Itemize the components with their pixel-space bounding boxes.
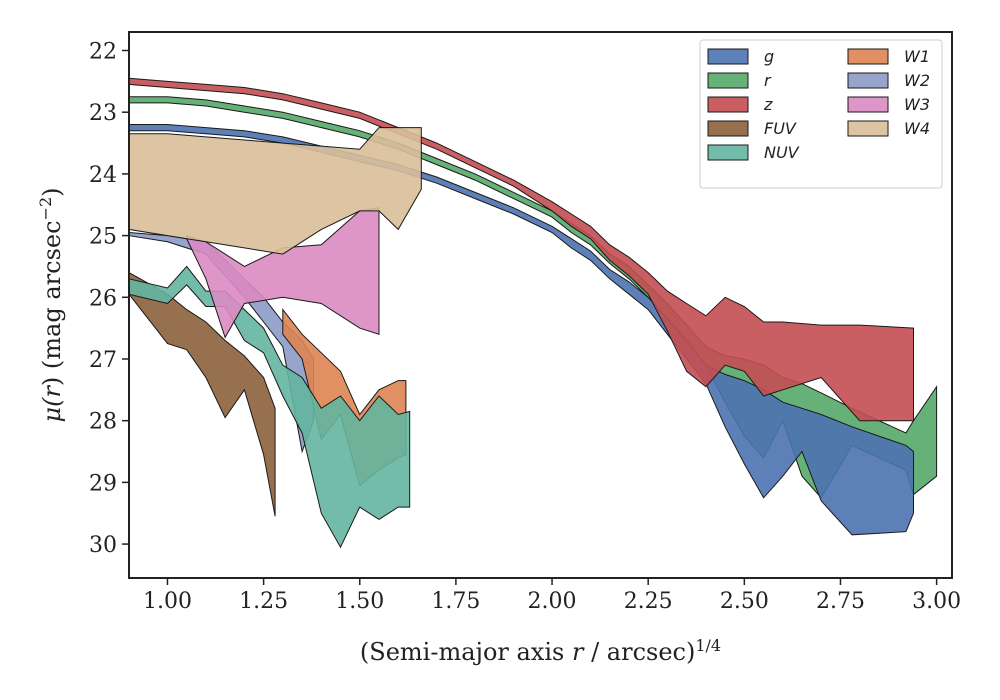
series-band-z xyxy=(128,77,914,422)
y-tick-label: 23 xyxy=(89,101,117,126)
legend-label-w2: W2 xyxy=(904,71,930,90)
legend-swatch-w1 xyxy=(847,48,889,65)
x-tick-label: 1.75 xyxy=(431,589,480,614)
axes-layer: 1.00 1.25 1.50 1.75 2.00 2.25 2.50 2.75 3.00 22 23… xyxy=(89,40,961,614)
y-tick-label: 29 xyxy=(89,471,117,496)
legend-label-w3: W3 xyxy=(904,95,930,114)
series-band-g xyxy=(128,124,914,536)
x-axis-label: (Semi-major axis r / arcsec)1/4 xyxy=(360,636,721,667)
y-tick-label: 25 xyxy=(89,225,117,250)
legend-label-r: r xyxy=(764,71,772,90)
legend-swatch-fuv xyxy=(707,120,749,137)
legend-swatch-w3 xyxy=(847,96,889,113)
x-tick-label: 2.50 xyxy=(720,589,769,614)
legend-label-fuv: FUV xyxy=(764,119,797,138)
legend: grz FUV NUV W1 W2 W3 W4 xyxy=(699,39,943,189)
y-tick-label: 22 xyxy=(89,40,117,65)
x-tick-label: 2.25 xyxy=(624,589,673,614)
legend-label-w4: W4 xyxy=(904,119,930,138)
series-band-fuv xyxy=(128,271,276,517)
y-axis-label: μ(r) (mag arcsec−2) xyxy=(36,187,67,422)
x-tick-label: 1.50 xyxy=(335,589,384,614)
legend-swatch-w4 xyxy=(847,120,889,137)
x-tick-label: 2.75 xyxy=(816,589,865,614)
x-tick-label: 1.00 xyxy=(143,589,192,614)
x-tick-label: 3.00 xyxy=(912,589,961,614)
series-band-w3 xyxy=(186,207,380,339)
legend-label-w1: W1 xyxy=(904,47,930,66)
series-band-w4 xyxy=(128,127,422,255)
legend-label-z: z xyxy=(763,95,773,114)
plot-frame xyxy=(128,31,953,579)
series-layer xyxy=(128,77,938,549)
legend-swatch-nuv xyxy=(707,144,749,161)
y-tick-label: 30 xyxy=(89,533,117,558)
x-tick-label: 2.00 xyxy=(528,589,577,614)
legend-swatch-r xyxy=(707,72,749,89)
y-tick-label: 28 xyxy=(89,410,117,435)
legend-label-nuv: NUV xyxy=(764,143,800,162)
y-tick-label: 27 xyxy=(89,348,117,373)
legend-label-g: g xyxy=(764,47,774,66)
x-tick-label: 1.25 xyxy=(239,589,288,614)
legend-swatch-g xyxy=(707,48,749,65)
y-tick-label: 24 xyxy=(89,163,117,188)
y-tick-label: 26 xyxy=(89,286,117,311)
legend-swatch-z xyxy=(707,96,749,113)
legend-swatch-w2 xyxy=(847,72,889,89)
